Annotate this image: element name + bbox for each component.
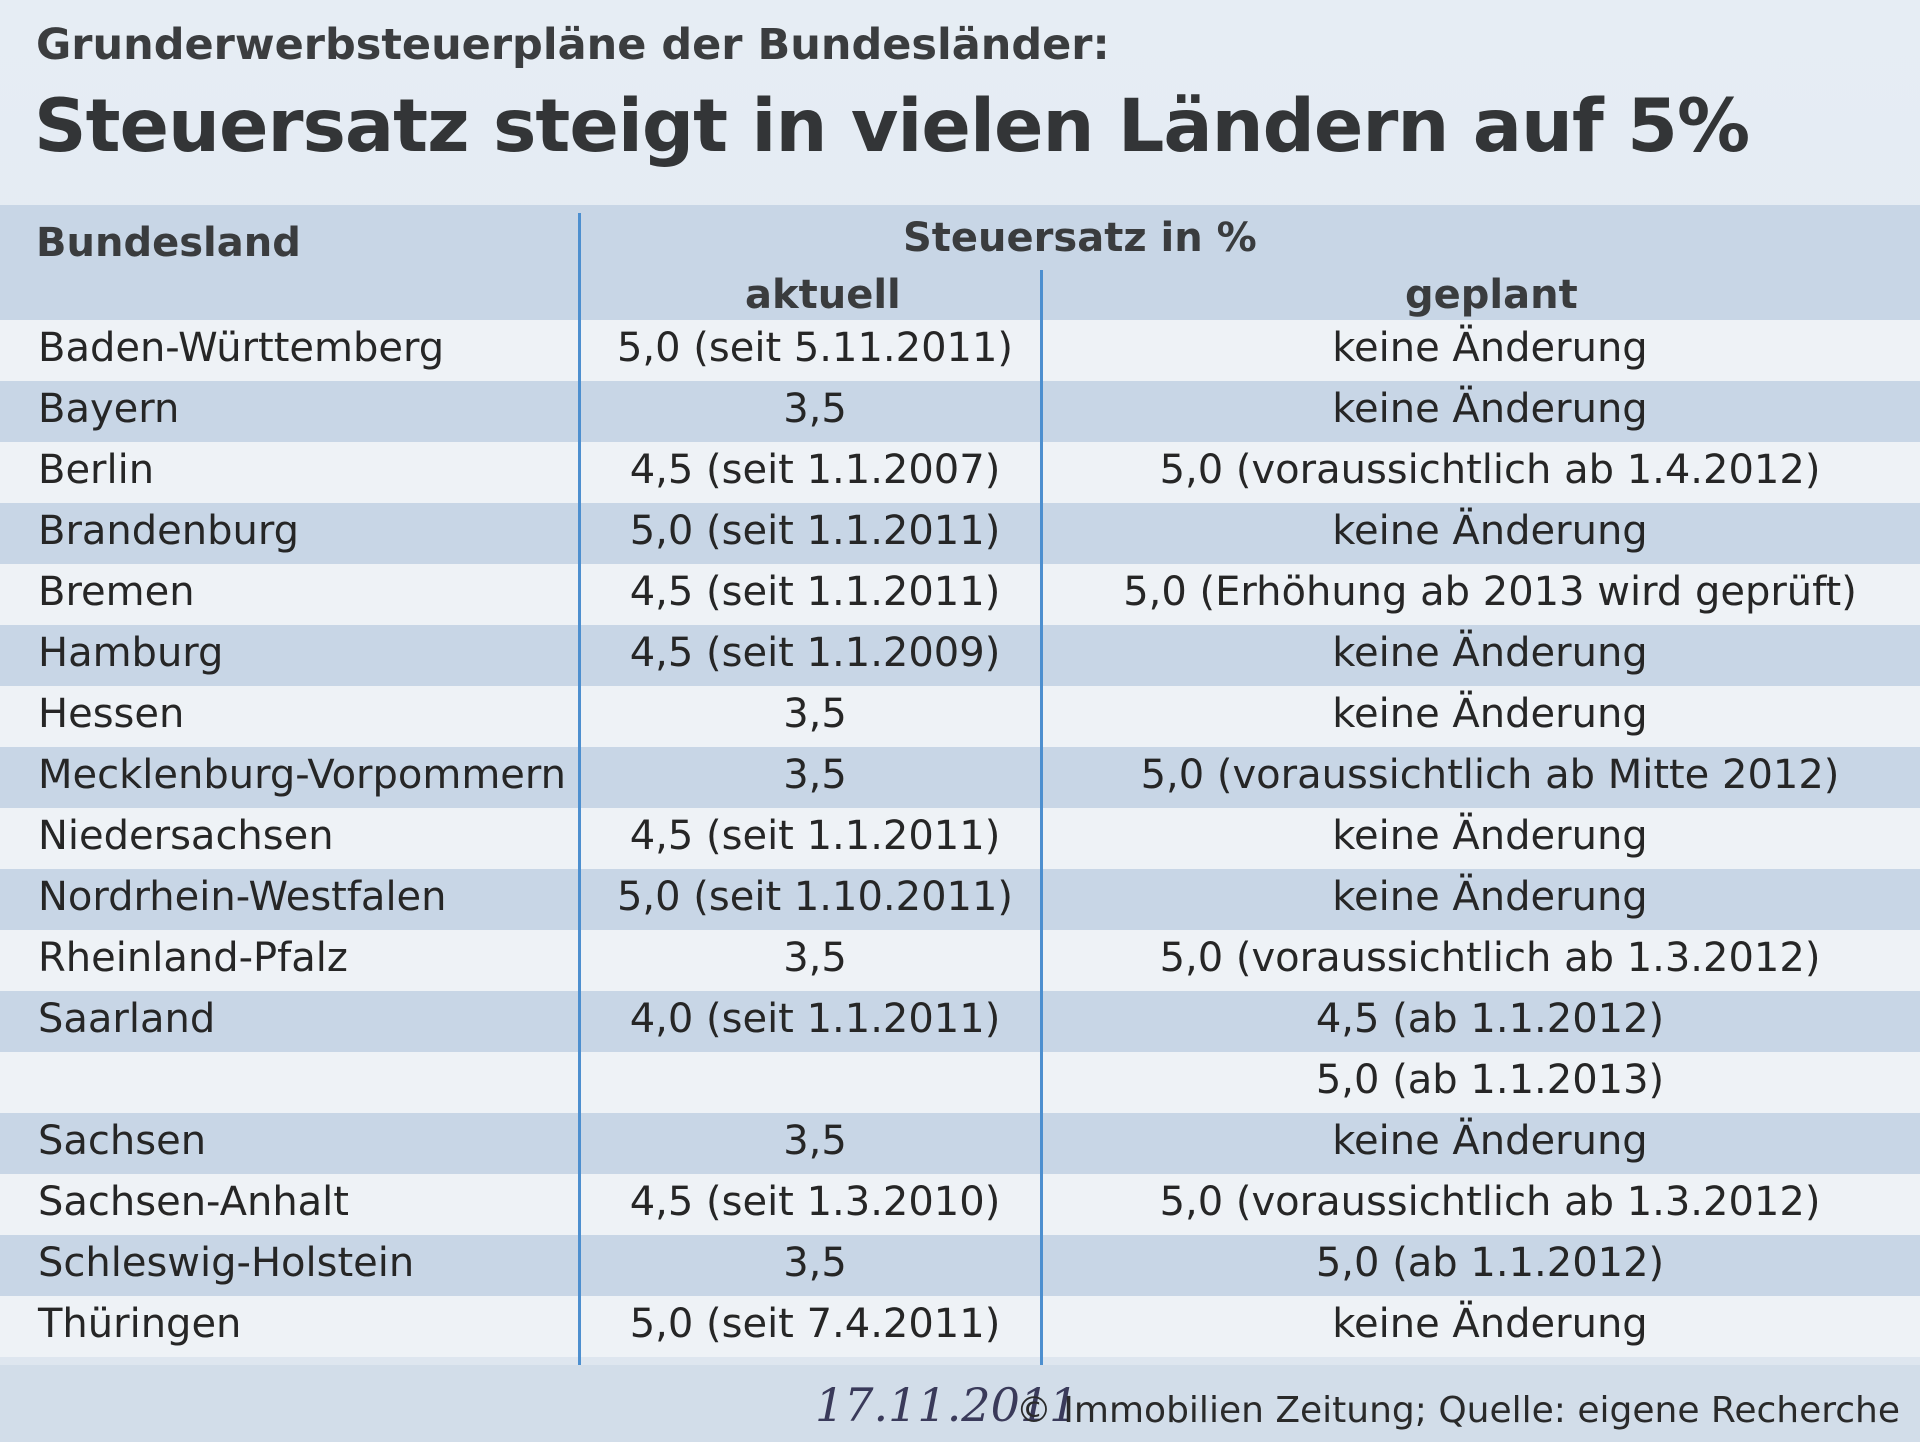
row-stripe <box>0 564 1920 625</box>
row-stripe <box>0 1296 1920 1357</box>
column-divider-2 <box>1040 270 1043 1368</box>
column-divider-1 <box>578 213 581 1368</box>
cell-geplant: keine Änderung <box>1332 1118 1648 1164</box>
row-stripe <box>0 808 1920 869</box>
cell-bundesland: Berlin <box>38 447 155 493</box>
cell-geplant: 4,5 (ab 1.1.2012) <box>1315 996 1665 1042</box>
cell-bundesland: Sachsen <box>38 1118 207 1164</box>
cell-bundesland: Schleswig-Holstein <box>38 1240 415 1286</box>
cell-geplant: keine Änderung <box>1332 630 1648 676</box>
cell-bundesland: Hamburg <box>38 630 224 676</box>
row-stripe <box>0 381 1920 442</box>
cell-aktuell: 5,0 (seit 7.4.2011) <box>629 1301 1001 1347</box>
cell-aktuell: 3,5 <box>783 386 847 432</box>
cell-aktuell: 5,0 (seit 1.10.2011) <box>616 874 1014 920</box>
cell-aktuell: 3,5 <box>783 935 847 981</box>
cell-bundesland: Mecklenburg-Vorpommern <box>38 752 566 798</box>
cell-bundesland: Thüringen <box>38 1301 242 1347</box>
row-stripe <box>0 991 1920 1052</box>
cell-bundesland: Baden-Württemberg <box>38 325 445 371</box>
cell-bundesland: Nordrhein-Westfalen <box>38 874 447 920</box>
cell-geplant: keine Änderung <box>1332 386 1648 432</box>
cell-aktuell: 3,5 <box>783 752 847 798</box>
row-stripe <box>0 1113 1920 1174</box>
header-aktuell: aktuell <box>745 272 901 318</box>
cell-aktuell: 4,5 (seit 1.1.2007) <box>629 447 1001 493</box>
cell-aktuell: 3,5 <box>783 1118 847 1164</box>
cell-geplant: 5,0 (Erhöhung ab 2013 wird geprüft) <box>1123 569 1857 615</box>
cell-aktuell: 4,5 (seit 1.1.2011) <box>629 569 1001 615</box>
row-stripe <box>0 1174 1920 1235</box>
cell-geplant: keine Änderung <box>1332 325 1648 371</box>
headline: Steuersatz steigt in vielen Ländern auf … <box>34 84 1750 169</box>
row-stripe <box>0 625 1920 686</box>
cell-geplant: 5,0 (voraussichtlich ab Mitte 2012) <box>1140 752 1840 798</box>
header-steuersatz: Steuersatz in % <box>903 215 1257 261</box>
row-stripe <box>0 503 1920 564</box>
cell-aktuell: 4,0 (seit 1.1.2011) <box>629 996 1001 1042</box>
source-credit: © Immobilien Zeitung; Quelle: eigene Rec… <box>1015 1390 1900 1431</box>
cell-aktuell: 3,5 <box>783 1240 847 1286</box>
row-stripe <box>0 930 1920 991</box>
row-stripe <box>0 1052 1920 1113</box>
cell-bundesland: Niedersachsen <box>38 813 334 859</box>
cell-aktuell: 4,5 (seit 1.3.2010) <box>629 1179 1001 1225</box>
cell-geplant: keine Änderung <box>1332 813 1648 859</box>
cell-bundesland: Bayern <box>38 386 180 432</box>
cell-geplant: 5,0 (voraussichtlich ab 1.4.2012) <box>1159 447 1821 493</box>
header-geplant: geplant <box>1405 272 1578 318</box>
row-stripe <box>0 747 1920 808</box>
cell-geplant: 5,0 (voraussichtlich ab 1.3.2012) <box>1159 1179 1821 1225</box>
cell-aktuell: 3,5 <box>783 691 847 737</box>
cell-geplant: 5,0 (ab 1.1.2013) <box>1315 1057 1665 1103</box>
cell-geplant: 5,0 (voraussichtlich ab 1.3.2012) <box>1159 935 1821 981</box>
header-bundesland: Bundesland <box>36 220 301 266</box>
footer-band <box>0 1365 1920 1442</box>
cell-geplant: keine Änderung <box>1332 691 1648 737</box>
row-stripe <box>0 686 1920 747</box>
cell-aktuell: 4,5 (seit 1.1.2009) <box>629 630 1001 676</box>
row-stripe <box>0 320 1920 381</box>
handwritten-date: 17.11.2011 <box>815 1378 1079 1432</box>
cell-aktuell: 5,0 (seit 5.11.2011) <box>616 325 1014 371</box>
row-stripe <box>0 869 1920 930</box>
cell-geplant: 5,0 (ab 1.1.2012) <box>1315 1240 1665 1286</box>
cell-bundesland: Hessen <box>38 691 185 737</box>
cell-aktuell: 4,5 (seit 1.1.2011) <box>629 813 1001 859</box>
cell-bundesland: Bremen <box>38 569 195 615</box>
cell-bundesland: Brandenburg <box>38 508 299 554</box>
cell-geplant: keine Änderung <box>1332 1301 1648 1347</box>
cell-geplant: keine Änderung <box>1332 508 1648 554</box>
row-stripe <box>0 1235 1920 1296</box>
cell-aktuell: 5,0 (seit 1.1.2011) <box>629 508 1001 554</box>
table-header-band <box>0 205 1920 320</box>
cell-geplant: keine Änderung <box>1332 874 1648 920</box>
cell-bundesland: Sachsen-Anhalt <box>38 1179 349 1225</box>
kicker-title: Grunderwerbsteuerpläne der Bundesländer: <box>36 20 1110 70</box>
cell-bundesland: Saarland <box>38 996 216 1042</box>
tax-table: Bundesland Steuersatz in % aktuell gepla… <box>0 205 1920 1368</box>
cell-bundesland: Rheinland-Pfalz <box>38 935 348 981</box>
row-stripe <box>0 442 1920 503</box>
